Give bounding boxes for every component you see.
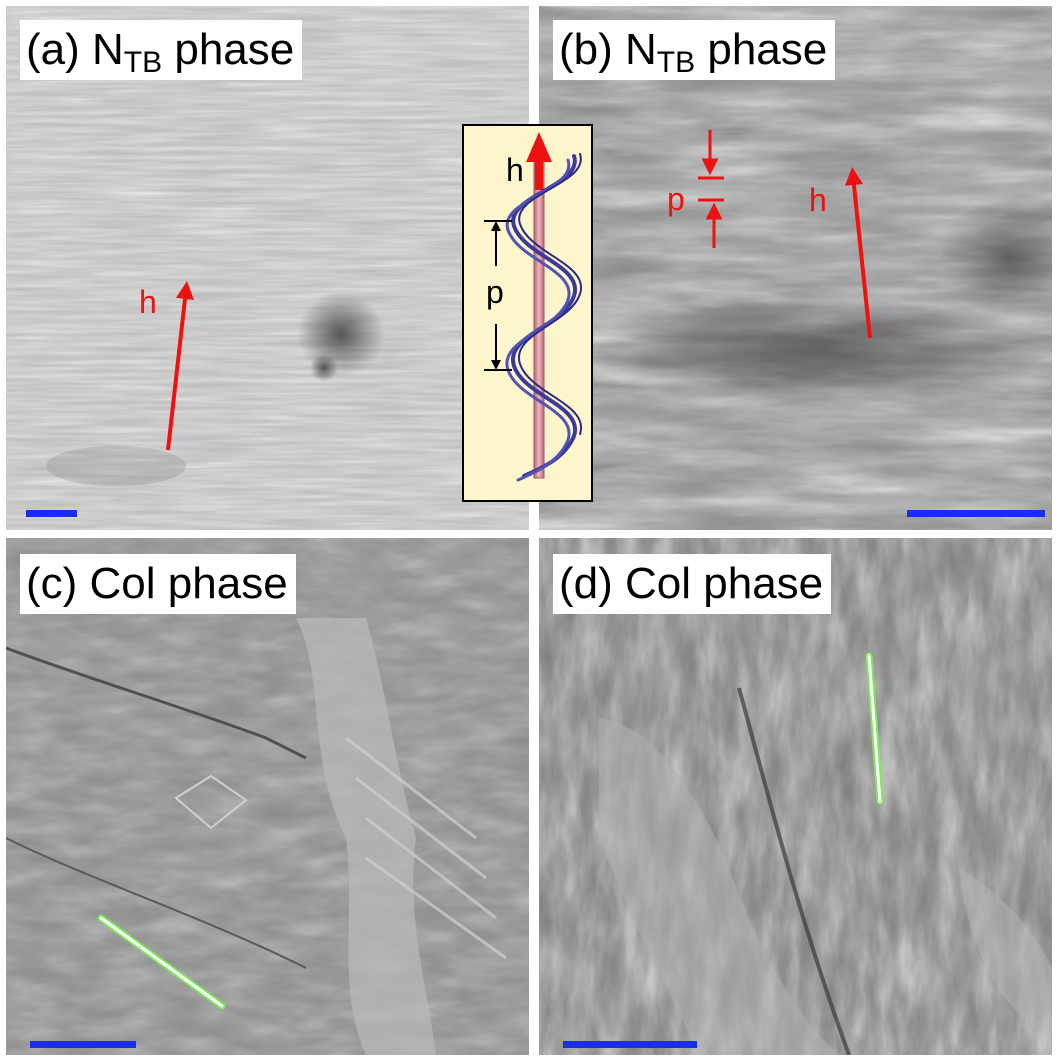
micrograph-d: [539, 538, 1052, 1055]
helix-molecules: [505, 153, 583, 482]
panel-c-label: (c) Col phase: [20, 554, 296, 614]
panel-c-scale-bar: [30, 1041, 136, 1048]
panel-c-col-phase: (c) Col phase: [6, 538, 529, 1055]
panel-b-scale-bar: [907, 510, 1045, 517]
panel-b-p-label: p: [667, 181, 685, 217]
panel-b-label: (b) NTB phase: [553, 20, 836, 80]
panel-b-h-label: h: [809, 182, 827, 218]
helix-pitch-marker: [484, 220, 512, 371]
micrograph-c: [6, 538, 529, 1055]
helix-schematic-inset: h p: [462, 124, 593, 502]
panel-d-col-phase: (d) Col phase: [539, 538, 1052, 1055]
panel-d-scale-bar: [563, 1041, 697, 1048]
inset-h-label: h: [506, 152, 524, 188]
panel-a-h-label: h: [139, 284, 157, 320]
panel-a-ntb-phase: (a) NTB phase h: [6, 6, 529, 530]
panel-d-label: (d) Col phase: [553, 554, 832, 614]
panel-a-label: (a) NTB phase: [20, 20, 303, 80]
micrograph-a: [6, 6, 529, 530]
panel-b-ntb-phase: (b) NTB phase h p: [539, 6, 1052, 530]
inset-p-label: p: [486, 274, 504, 310]
panel-a-scale-bar: [26, 510, 77, 517]
helix-axis-rod: [533, 155, 545, 479]
helix-diagram: [484, 132, 583, 482]
micrograph-b: [539, 6, 1052, 530]
helix-axis-arrowhead: [526, 132, 552, 162]
